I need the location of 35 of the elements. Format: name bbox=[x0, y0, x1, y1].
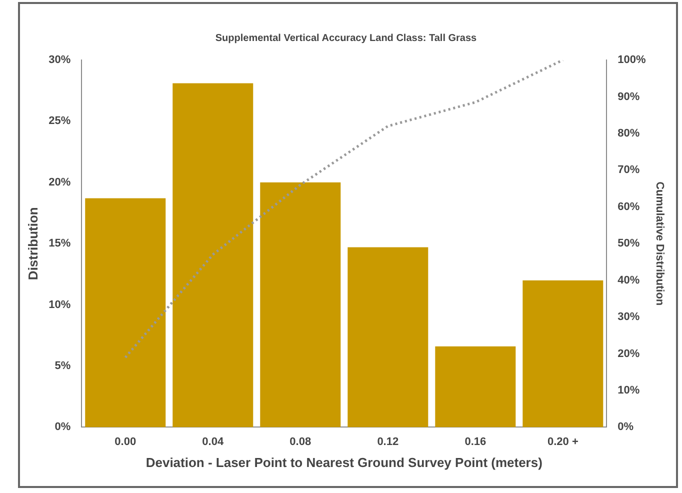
y2-tick-label: 30% bbox=[618, 311, 640, 324]
x-tick-label: 0.16 bbox=[464, 436, 486, 448]
x-axis-title: Deviation - Laser Point to Nearest Ground Survey Point (meters) bbox=[146, 454, 542, 470]
bar bbox=[522, 280, 604, 428]
bar bbox=[260, 182, 341, 428]
bar bbox=[172, 83, 254, 428]
y-tick-label: 25% bbox=[48, 115, 71, 128]
y2-tick-label: 0% bbox=[618, 421, 634, 434]
y2-tick-label: 60% bbox=[618, 200, 640, 213]
y-axis-title: Distribution bbox=[25, 207, 40, 280]
chart-title: Supplemental Vertical Accuracy Land Class: Tall Grass bbox=[215, 32, 478, 44]
bar bbox=[85, 198, 166, 428]
bar bbox=[348, 247, 428, 428]
line-series bbox=[124, 60, 564, 359]
y2-tick-label: 10% bbox=[618, 384, 640, 397]
y2-axis-title: Cumulative Distribution bbox=[653, 182, 666, 306]
bar bbox=[435, 346, 516, 428]
y2-tick-label: 20% bbox=[618, 348, 640, 360]
x-tick-label: 0.00 bbox=[114, 436, 136, 448]
y2-tick-label: 90% bbox=[618, 90, 640, 103]
y-tick-label: 20% bbox=[48, 176, 71, 188]
y2-tick-label: 40% bbox=[618, 274, 640, 286]
x-tick-label: 0.12 bbox=[377, 436, 399, 448]
y2-tick-label: 80% bbox=[618, 127, 640, 140]
y2-tick-label: 100% bbox=[618, 54, 646, 66]
y-tick-label: 10% bbox=[48, 298, 71, 311]
x-tick-label: 0.04 bbox=[202, 436, 224, 448]
x-tick-label: 0.20 + bbox=[547, 436, 578, 448]
y-tick-label: 30% bbox=[48, 54, 71, 66]
y-tick-label: 0% bbox=[54, 421, 71, 434]
y2-tick-label: 50% bbox=[618, 238, 640, 250]
y2-tick-label: 70% bbox=[618, 164, 640, 176]
x-tick-label: 0.08 bbox=[290, 436, 312, 448]
y-tick-label: 5% bbox=[54, 360, 71, 372]
y-tick-label: 15% bbox=[48, 238, 71, 250]
